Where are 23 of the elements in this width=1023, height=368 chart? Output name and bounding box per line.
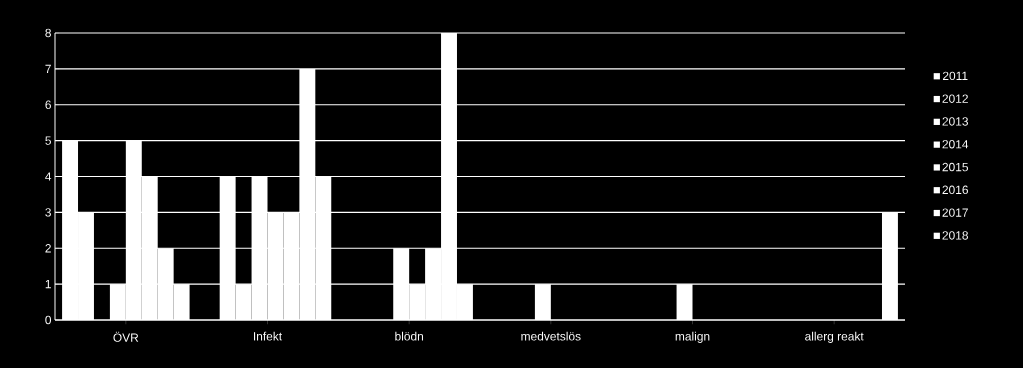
legend-label: 2011 bbox=[942, 71, 968, 81]
y-tick-label: 3 bbox=[45, 208, 51, 217]
legend-label: 2017 bbox=[942, 208, 968, 217]
y-tick-label: 8 bbox=[45, 28, 51, 38]
x-tick-label: medvetslös bbox=[521, 331, 581, 341]
y-tick-label: 6 bbox=[45, 100, 51, 109]
legend-label: 2013 bbox=[942, 117, 968, 126]
legend-label: 2015 bbox=[942, 162, 968, 172]
x-tick-label: malign bbox=[675, 331, 710, 343]
y-tick-label: 7 bbox=[45, 64, 51, 73]
y-tick-label: 4 bbox=[45, 172, 52, 181]
y-tick-label: 5 bbox=[45, 136, 51, 145]
y-tick-label: 2 bbox=[45, 244, 51, 253]
x-tick-label: allerg reakt bbox=[805, 331, 864, 343]
legend-label: 2018 bbox=[942, 231, 968, 240]
legend-label: 2016 bbox=[942, 185, 968, 195]
x-tick-label: Infekt bbox=[253, 331, 283, 341]
x-tick-label: blödn bbox=[395, 331, 424, 341]
x-tick-label: ÖVR bbox=[113, 331, 139, 342]
y-tick-label: 0 bbox=[45, 315, 52, 325]
legend-label: 2014 bbox=[942, 140, 969, 149]
y-tick-label: 1 bbox=[45, 280, 51, 289]
legend-label: 2012 bbox=[942, 94, 968, 103]
